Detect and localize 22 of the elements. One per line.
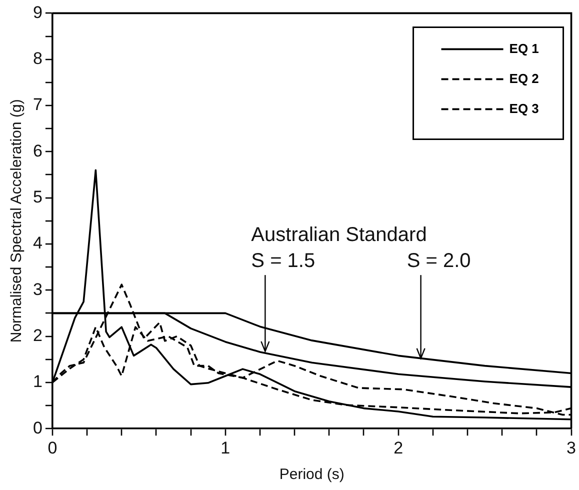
y-tick-label: 5 <box>32 188 42 207</box>
legend-label: EQ 2 <box>509 70 539 86</box>
y-tick-label: 1 <box>32 372 42 392</box>
legend-label: EQ 1 <box>509 40 539 56</box>
x-axis-title: Period (s) <box>279 466 344 484</box>
y-tick-label: 9 <box>32 2 42 22</box>
x-tick-label: 0 <box>48 438 58 458</box>
y-tick-label: 2 <box>32 326 42 345</box>
y-tick-label: 6 <box>32 141 42 160</box>
y-tick-label: 8 <box>32 49 42 68</box>
y-tick-label: 4 <box>32 234 42 253</box>
annotation: S = 2.0 <box>406 250 471 272</box>
x-tick-label: 2 <box>394 438 404 458</box>
x-tick-label: 3 <box>566 438 576 458</box>
annotation: Australian Standard <box>251 224 427 246</box>
legend-label: EQ 3 <box>509 100 539 116</box>
y-tick-label: 3 <box>32 280 42 299</box>
annotation: S = 1.5 <box>251 250 316 272</box>
y-tick-label: 7 <box>32 95 42 114</box>
y-axis-title: Normalised Spectral Acceleration (g) <box>8 99 26 343</box>
y-tick-label: 0 <box>32 418 42 438</box>
x-tick-label: 1 <box>220 438 230 458</box>
